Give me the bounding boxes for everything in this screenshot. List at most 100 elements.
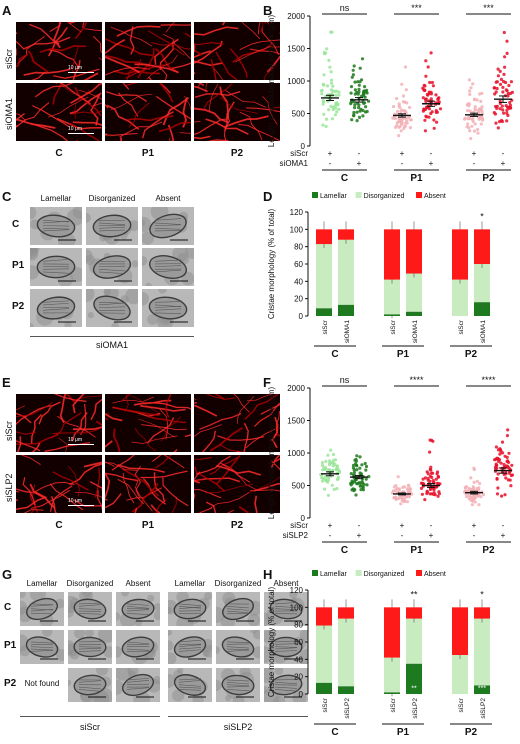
data-point — [358, 484, 362, 488]
row-label: siSLP2 — [4, 473, 14, 502]
data-point — [324, 117, 329, 121]
data-point — [364, 468, 368, 472]
sign-label: + — [501, 159, 506, 168]
data-point — [327, 58, 331, 63]
data-point — [477, 115, 481, 120]
row-label: siScr — [290, 149, 308, 158]
data-point — [423, 118, 427, 122]
bar-segment — [316, 607, 332, 626]
significance-label: ns — [340, 375, 350, 385]
data-point — [336, 102, 340, 106]
data-point — [507, 460, 511, 464]
data-point — [504, 88, 508, 92]
bar-segment — [338, 229, 354, 240]
data-point — [509, 484, 513, 488]
data-point — [473, 97, 477, 101]
legend-swatch — [355, 192, 362, 198]
data-point — [392, 115, 396, 119]
em-row-label: P1 — [12, 260, 25, 271]
bar-category-label: siScr — [458, 319, 465, 334]
chart-b: Length of mitochondrial network (μm) 0 500… — [267, 3, 514, 184]
data-point — [362, 89, 366, 93]
data-point — [429, 51, 433, 55]
data-point — [499, 77, 503, 81]
scale-bar-label: 10 μm — [68, 126, 82, 132]
bar-category-label: siOMA1 — [480, 320, 487, 344]
sign-label: - — [358, 149, 361, 158]
data-point — [470, 124, 474, 128]
data-point — [402, 94, 406, 98]
bar-segment — [452, 229, 468, 280]
data-point — [424, 59, 428, 63]
em-image — [116, 592, 160, 626]
data-point — [335, 477, 339, 481]
bar-segment — [452, 655, 468, 694]
data-point — [494, 463, 498, 467]
y-tick-label: 100 — [290, 225, 304, 234]
data-point — [469, 476, 473, 480]
em-image — [142, 289, 194, 327]
y-tick-label: 1500 — [287, 45, 305, 54]
data-point — [494, 445, 498, 449]
row-label: siSLP2 — [283, 531, 309, 540]
y-tick-label: 2000 — [287, 384, 305, 393]
data-point — [335, 110, 339, 114]
row-label: siScr — [4, 421, 14, 441]
data-point — [350, 75, 354, 79]
data-point — [406, 116, 410, 120]
em-image — [216, 592, 260, 626]
data-point — [423, 498, 427, 502]
em-image — [142, 207, 194, 245]
y-tick-label: 80 — [294, 243, 303, 252]
data-point — [508, 91, 512, 96]
sign-label: - — [329, 531, 332, 540]
data-point — [324, 124, 328, 129]
row-label: siScr — [4, 49, 14, 69]
data-point — [424, 74, 428, 78]
data-point — [351, 466, 355, 470]
fluorescence-image — [194, 22, 280, 80]
group-label: C — [331, 349, 338, 360]
data-point — [504, 476, 508, 480]
data-point — [357, 83, 361, 87]
em-image — [68, 630, 112, 664]
sign-label: + — [328, 521, 333, 530]
data-point — [337, 107, 341, 111]
data-point — [500, 494, 504, 498]
significance-label: ns — [340, 3, 350, 13]
data-point — [333, 113, 337, 117]
data-point — [467, 126, 471, 130]
data-point — [435, 110, 439, 114]
bar-segment — [474, 229, 490, 264]
data-point — [436, 475, 440, 479]
em-image — [86, 289, 138, 327]
bar-segment — [316, 625, 332, 683]
scale-bar — [68, 505, 94, 506]
data-point — [506, 428, 510, 432]
data-point — [394, 484, 398, 488]
data-point — [352, 470, 356, 475]
data-point — [405, 101, 409, 105]
data-point — [408, 126, 412, 130]
em-footer-label: siScr — [80, 722, 100, 732]
data-point — [500, 104, 504, 108]
data-point — [503, 493, 507, 497]
data-point — [355, 463, 359, 467]
data-point — [502, 111, 506, 115]
data-point — [496, 472, 500, 476]
data-point — [510, 473, 514, 477]
y-tick-label: 1000 — [287, 449, 305, 458]
data-point — [506, 94, 510, 98]
data-point — [426, 477, 430, 481]
sign-label: + — [357, 159, 362, 168]
data-point — [360, 480, 364, 484]
y-axis-label: Length of mitochondrial network (μm) — [267, 387, 276, 520]
data-point — [426, 65, 430, 69]
significance-label: *** — [411, 3, 422, 13]
data-point — [466, 108, 470, 113]
data-point — [505, 51, 509, 56]
data-point — [421, 96, 425, 100]
data-point — [395, 123, 399, 128]
chart-d: Lamellar Disorganized Absent Cristae morpho… — [267, 192, 492, 360]
sign-label: + — [429, 531, 434, 540]
